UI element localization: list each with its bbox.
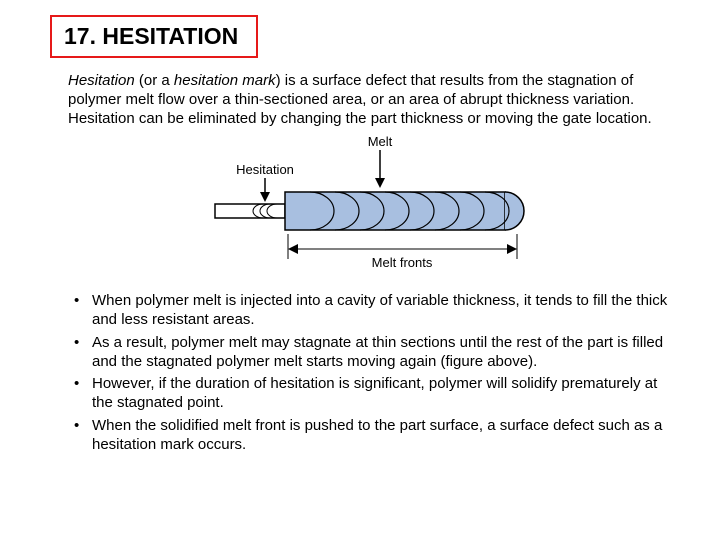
intro-text-1: (or a [135, 72, 174, 89]
list-item: When polymer melt is injected into a cav… [70, 292, 670, 330]
hesitation-diagram: Melt Hesitation [50, 134, 670, 284]
title-box: 17. HESITATION [50, 15, 258, 58]
bullet-list: When polymer melt is injected into a cav… [70, 292, 670, 454]
list-item: As a result, polymer melt may stagnate a… [70, 334, 670, 372]
intro-paragraph: Hesitation (or a hesitation mark) is a s… [68, 72, 670, 128]
intro-text-2: ) [276, 72, 285, 89]
term-hesitation: Hesitation [68, 72, 135, 89]
melt-label: Melt [368, 134, 393, 149]
list-item: However, if the duration of hesitation i… [70, 375, 670, 413]
list-item: When the solidified melt front is pushed… [70, 417, 670, 455]
term-hesitation-mark: hesitation mark [174, 72, 276, 89]
slide-title: 17. HESITATION [64, 23, 238, 49]
melt-fronts-label: Melt fronts [372, 255, 433, 270]
slide-content: 17. HESITATION Hesitation (or a hesitati… [0, 0, 720, 478]
thin-section [215, 204, 285, 218]
hesitation-label: Hesitation [236, 162, 294, 177]
thick-section [285, 192, 505, 230]
